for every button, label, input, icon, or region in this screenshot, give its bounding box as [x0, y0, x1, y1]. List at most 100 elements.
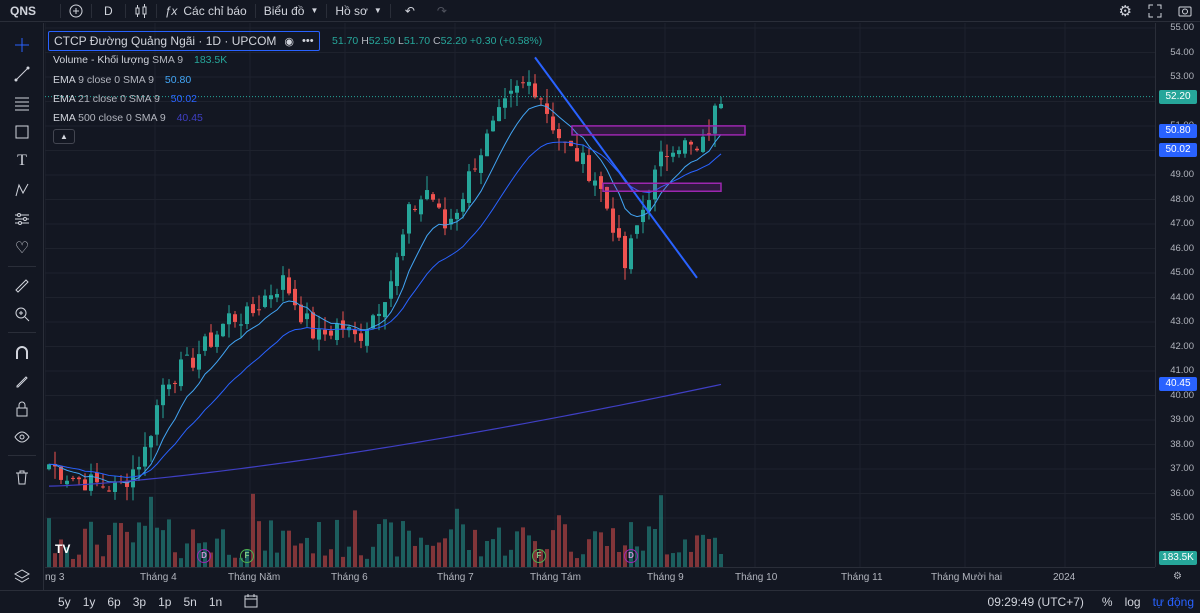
clock[interactable]: 09:29:49 (UTC+7) — [987, 595, 1084, 609]
zoom-in-icon — [15, 307, 30, 322]
candle — [515, 85, 519, 93]
symbol-search[interactable]: QNS — [10, 3, 37, 18]
candle — [251, 304, 255, 314]
volume-bar — [83, 528, 87, 567]
snapshot-button[interactable] — [1170, 0, 1200, 22]
shape-tool[interactable] — [11, 121, 33, 143]
volume-bar — [323, 555, 327, 567]
volume-bar — [719, 554, 723, 567]
volume-bar — [227, 554, 231, 567]
candle — [173, 382, 177, 384]
volume-bar — [161, 530, 165, 567]
layout-menu[interactable]: Biểu đồ ▼ — [256, 0, 327, 22]
candle — [419, 199, 423, 215]
price-tick: 47.00 — [1170, 218, 1194, 229]
chart-legend: CTCP Đường Quảng Ngãi · 1D · UPCOM ◉ ••• — [48, 31, 320, 51]
event-dividend[interactable]: D — [197, 549, 211, 563]
profile-label: Hồ sơ — [335, 3, 368, 18]
divider — [254, 3, 256, 18]
indicators-button[interactable]: ƒx Các chỉ báo — [157, 0, 255, 22]
candle — [323, 329, 327, 335]
candle — [719, 103, 723, 109]
ruler-icon — [15, 279, 29, 293]
auto-scale-toggle[interactable]: tự động — [1152, 595, 1194, 609]
volume-bar — [575, 558, 579, 567]
sliders-icon — [15, 213, 29, 225]
object-tree-button[interactable] — [11, 565, 33, 587]
time-axis-settings-icon[interactable]: ⚙ — [1173, 571, 1182, 582]
legend-collapse-button[interactable]: ▲ — [53, 129, 75, 144]
crosshair-tool[interactable] — [11, 34, 33, 56]
eye-icon[interactable]: ◉ — [284, 35, 295, 48]
volume-bar — [569, 551, 573, 567]
drawing-mode-tool[interactable] — [11, 370, 33, 392]
legend-volume[interactable]: Volume - Khối lượng SMA 9 183.5K — [53, 54, 227, 66]
text-tool[interactable]: T — [11, 150, 33, 172]
candle — [521, 82, 525, 84]
range-3m[interactable]: 3p — [132, 595, 147, 609]
log-toggle[interactable]: log — [1124, 595, 1141, 609]
candle — [605, 186, 609, 209]
ema9-line — [48, 104, 722, 484]
event-financials[interactable]: F — [532, 549, 546, 563]
legend-ema9[interactable]: EMA 9 close 0 SMA 9 50.80 — [53, 74, 191, 86]
price-chart[interactable] — [45, 23, 1155, 567]
interval-button[interactable]: D — [104, 3, 113, 18]
redo-button[interactable]: ↷ — [429, 0, 455, 22]
range-6m[interactable]: 6p — [107, 595, 121, 609]
magnet-icon — [16, 346, 28, 359]
candle — [371, 315, 375, 329]
range-1y[interactable]: 1y — [82, 595, 96, 609]
event-financials[interactable]: F — [240, 549, 254, 563]
goto-date-button[interactable] — [238, 593, 264, 611]
time-tick: Tháng 6 — [331, 572, 368, 583]
pattern-tool[interactable] — [11, 179, 33, 201]
ema500-line — [48, 383, 722, 487]
time-axis[interactable]: ⚙ ng 3 Tháng 4 Tháng Năm Tháng 6 Tháng 7 Thán… — [45, 567, 1182, 589]
measure-tool[interactable] — [11, 275, 33, 297]
volume-bar — [701, 534, 705, 567]
range-1d[interactable]: 1n — [208, 595, 223, 609]
zoom-tool[interactable] — [11, 303, 33, 325]
price-axis[interactable]: 55.0054.0053.0051.0049.0048.0047.0046.00… — [1155, 22, 1200, 567]
event-dividend[interactable]: D — [624, 549, 638, 563]
remove-drawings-tool[interactable] — [11, 466, 33, 488]
candles-icon — [135, 3, 147, 18]
volume-bar — [503, 555, 507, 567]
settings-button[interactable]: ⚙ — [1111, 0, 1140, 22]
candle — [365, 329, 369, 346]
chart-style-button[interactable] — [126, 0, 156, 22]
legend-ema21[interactable]: EMA 21 close 0 SMA 9 50.02 — [53, 93, 197, 105]
symbol-legend[interactable]: CTCP Đường Quảng Ngãi · 1D · UPCOM ◉ ••• — [48, 31, 320, 51]
high-key: H — [361, 35, 369, 47]
magnet-tool[interactable] — [11, 342, 33, 364]
fib-tool[interactable] — [11, 92, 33, 114]
candle — [185, 354, 189, 356]
compare-button[interactable] — [61, 0, 91, 22]
more-icon[interactable]: ••• — [302, 35, 314, 47]
legend-ema500[interactable]: EMA 500 close 0 SMA 9 40.45 — [53, 112, 203, 124]
price-tick: 37.00 — [1170, 463, 1194, 474]
hide-drawings-tool[interactable] — [11, 426, 33, 448]
icon-tool[interactable]: ♡ — [11, 237, 33, 259]
candle — [587, 155, 591, 181]
volume-bar — [407, 530, 411, 567]
volume-bar — [647, 526, 651, 567]
prediction-tool[interactable] — [11, 208, 33, 230]
profile-menu[interactable]: Hồ sơ ▼ — [327, 0, 389, 22]
candle — [299, 304, 303, 323]
fullscreen-button[interactable] — [1140, 0, 1170, 22]
volume-bar — [233, 557, 237, 567]
trendline-tool[interactable] — [11, 63, 33, 85]
percent-toggle[interactable]: % — [1101, 595, 1113, 609]
range-5y[interactable]: 5y — [58, 595, 71, 609]
candle — [509, 90, 513, 94]
price-tick: 43.00 — [1170, 316, 1194, 327]
range-5d[interactable]: 5n — [183, 595, 197, 609]
range-1m[interactable]: 1p — [158, 595, 172, 609]
volume-bar — [581, 554, 585, 567]
undo-button[interactable]: ↶ — [391, 0, 429, 22]
tradingview-logo[interactable]: TV — [55, 542, 71, 556]
price-tick: 36.00 — [1170, 487, 1194, 499]
lock-tool[interactable] — [11, 398, 33, 420]
